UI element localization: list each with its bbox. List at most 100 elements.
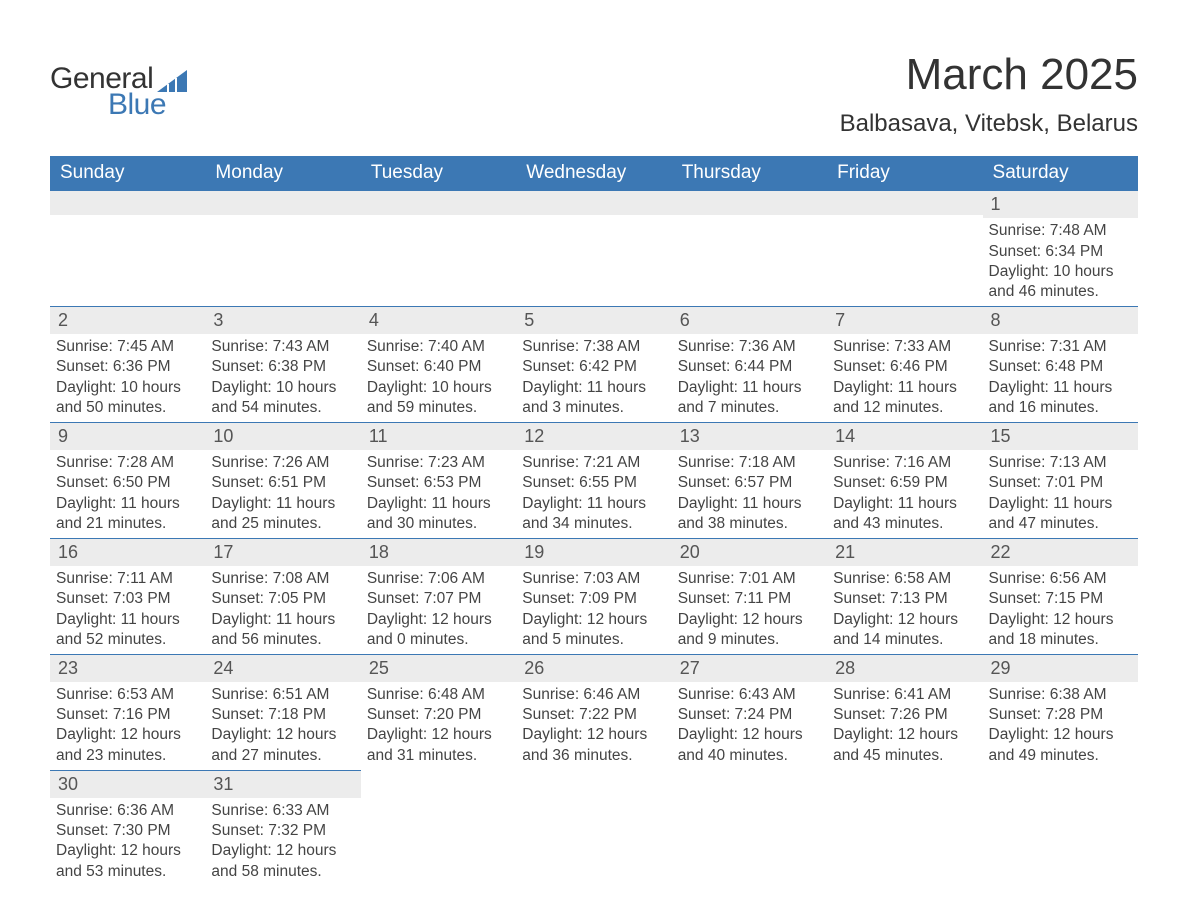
sunrise-text: Sunrise: 7:08 AM bbox=[211, 569, 354, 589]
sunrise-text: Sunrise: 6:53 AM bbox=[56, 685, 199, 705]
sunset-text: Sunset: 7:20 PM bbox=[367, 705, 510, 725]
day-number: 30 bbox=[50, 771, 205, 798]
weekday-header-row: Sunday Monday Tuesday Wednesday Thursday… bbox=[50, 156, 1138, 191]
daylight-text: Daylight: 11 hours and 21 minutes. bbox=[56, 494, 199, 534]
day-details: Sunrise: 6:56 AMSunset: 7:15 PMDaylight:… bbox=[983, 566, 1138, 654]
weekday-header: Saturday bbox=[983, 156, 1138, 191]
sunrise-text: Sunrise: 7:01 AM bbox=[678, 569, 821, 589]
calendar-day-cell: 26Sunrise: 6:46 AMSunset: 7:22 PMDayligh… bbox=[516, 654, 671, 770]
sunrise-text: Sunrise: 7:06 AM bbox=[367, 569, 510, 589]
day-details: Sunrise: 7:48 AMSunset: 6:34 PMDaylight:… bbox=[983, 218, 1138, 306]
day-number: 4 bbox=[361, 307, 516, 334]
day-details: Sunrise: 7:01 AMSunset: 7:11 PMDaylight:… bbox=[672, 566, 827, 654]
daylight-text: Daylight: 12 hours and 58 minutes. bbox=[211, 841, 354, 881]
title-block: March 2025 Balbasava, Vitebsk, Belarus bbox=[840, 28, 1138, 138]
sunrise-text: Sunrise: 7:23 AM bbox=[367, 453, 510, 473]
calendar-day-cell bbox=[50, 191, 205, 307]
sunrise-text: Sunrise: 7:26 AM bbox=[211, 453, 354, 473]
day-details: Sunrise: 7:38 AMSunset: 6:42 PMDaylight:… bbox=[516, 334, 671, 422]
sunset-text: Sunset: 7:13 PM bbox=[833, 589, 976, 609]
day-details: Sunrise: 6:43 AMSunset: 7:24 PMDaylight:… bbox=[672, 682, 827, 770]
calendar-day-cell bbox=[983, 770, 1138, 885]
daylight-text: Daylight: 12 hours and 27 minutes. bbox=[211, 725, 354, 765]
sunset-text: Sunset: 6:44 PM bbox=[678, 357, 821, 377]
sunset-text: Sunset: 6:50 PM bbox=[56, 473, 199, 493]
day-details: Sunrise: 7:11 AMSunset: 7:03 PMDaylight:… bbox=[50, 566, 205, 654]
day-details: Sunrise: 7:31 AMSunset: 6:48 PMDaylight:… bbox=[983, 334, 1138, 422]
daylight-text: Daylight: 12 hours and 23 minutes. bbox=[56, 725, 199, 765]
daylight-text: Daylight: 11 hours and 43 minutes. bbox=[833, 494, 976, 534]
calendar-day-cell: 29Sunrise: 6:38 AMSunset: 7:28 PMDayligh… bbox=[983, 654, 1138, 770]
day-number: 18 bbox=[361, 539, 516, 566]
daylight-text: Daylight: 12 hours and 45 minutes. bbox=[833, 725, 976, 765]
calendar-day-cell: 4Sunrise: 7:40 AMSunset: 6:40 PMDaylight… bbox=[361, 306, 516, 422]
day-details: Sunrise: 7:43 AMSunset: 6:38 PMDaylight:… bbox=[205, 334, 360, 422]
calendar-day-cell: 30Sunrise: 6:36 AMSunset: 7:30 PMDayligh… bbox=[50, 770, 205, 885]
sunset-text: Sunset: 7:22 PM bbox=[522, 705, 665, 725]
calendar-day-cell: 8Sunrise: 7:31 AMSunset: 6:48 PMDaylight… bbox=[983, 306, 1138, 422]
sunrise-text: Sunrise: 6:36 AM bbox=[56, 801, 199, 821]
sunrise-text: Sunrise: 7:28 AM bbox=[56, 453, 199, 473]
day-body-empty bbox=[205, 215, 360, 275]
calendar-day-cell bbox=[361, 191, 516, 307]
sunset-text: Sunset: 7:05 PM bbox=[211, 589, 354, 609]
weekday-header: Friday bbox=[827, 156, 982, 191]
day-details: Sunrise: 6:53 AMSunset: 7:16 PMDaylight:… bbox=[50, 682, 205, 770]
calendar-day-cell: 10Sunrise: 7:26 AMSunset: 6:51 PMDayligh… bbox=[205, 422, 360, 538]
daylight-text: Daylight: 10 hours and 50 minutes. bbox=[56, 378, 199, 418]
calendar-day-cell: 17Sunrise: 7:08 AMSunset: 7:05 PMDayligh… bbox=[205, 538, 360, 654]
brand-logo: General Blue bbox=[50, 62, 187, 122]
day-details: Sunrise: 6:51 AMSunset: 7:18 PMDaylight:… bbox=[205, 682, 360, 770]
daylight-text: Daylight: 11 hours and 7 minutes. bbox=[678, 378, 821, 418]
page-header: General Blue March 2025 Balbasava, Viteb… bbox=[50, 28, 1138, 138]
sunset-text: Sunset: 6:40 PM bbox=[367, 357, 510, 377]
day-number: 19 bbox=[516, 539, 671, 566]
sunrise-text: Sunrise: 7:43 AM bbox=[211, 337, 354, 357]
day-details: Sunrise: 7:26 AMSunset: 6:51 PMDaylight:… bbox=[205, 450, 360, 538]
calendar-day-cell: 31Sunrise: 6:33 AMSunset: 7:32 PMDayligh… bbox=[205, 770, 360, 885]
sunset-text: Sunset: 7:18 PM bbox=[211, 705, 354, 725]
day-number: 9 bbox=[50, 423, 205, 450]
day-details: Sunrise: 7:08 AMSunset: 7:05 PMDaylight:… bbox=[205, 566, 360, 654]
daylight-text: Daylight: 11 hours and 56 minutes. bbox=[211, 610, 354, 650]
sunset-text: Sunset: 7:07 PM bbox=[367, 589, 510, 609]
day-number-empty bbox=[205, 191, 360, 215]
calendar-day-cell: 16Sunrise: 7:11 AMSunset: 7:03 PMDayligh… bbox=[50, 538, 205, 654]
day-number: 5 bbox=[516, 307, 671, 334]
sunset-text: Sunset: 6:57 PM bbox=[678, 473, 821, 493]
calendar-week-row: 30Sunrise: 6:36 AMSunset: 7:30 PMDayligh… bbox=[50, 770, 1138, 885]
sunrise-text: Sunrise: 6:56 AM bbox=[989, 569, 1132, 589]
day-details: Sunrise: 6:36 AMSunset: 7:30 PMDaylight:… bbox=[50, 798, 205, 886]
month-title: March 2025 bbox=[840, 50, 1138, 100]
daylight-text: Daylight: 11 hours and 52 minutes. bbox=[56, 610, 199, 650]
calendar-day-cell: 9 Sunrise: 7:28 AMSunset: 6:50 PMDaylight… bbox=[50, 422, 205, 538]
calendar-day-cell: 13Sunrise: 7:18 AMSunset: 6:57 PMDayligh… bbox=[672, 422, 827, 538]
day-details: Sunrise: 7:13 AMSunset: 7:01 PMDaylight:… bbox=[983, 450, 1138, 538]
day-number: 6 bbox=[672, 307, 827, 334]
day-details: Sunrise: 7:06 AMSunset: 7:07 PMDaylight:… bbox=[361, 566, 516, 654]
calendar-day-cell: 18Sunrise: 7:06 AMSunset: 7:07 PMDayligh… bbox=[361, 538, 516, 654]
calendar-week-row: 16Sunrise: 7:11 AMSunset: 7:03 PMDayligh… bbox=[50, 538, 1138, 654]
sunset-text: Sunset: 6:38 PM bbox=[211, 357, 354, 377]
location-subtitle: Balbasava, Vitebsk, Belarus bbox=[840, 110, 1138, 138]
daylight-text: Daylight: 12 hours and 14 minutes. bbox=[833, 610, 976, 650]
sunset-text: Sunset: 7:03 PM bbox=[56, 589, 199, 609]
day-number-empty bbox=[516, 191, 671, 215]
day-details: Sunrise: 6:41 AMSunset: 7:26 PMDaylight:… bbox=[827, 682, 982, 770]
calendar-day-cell: 22Sunrise: 6:56 AMSunset: 7:15 PMDayligh… bbox=[983, 538, 1138, 654]
daylight-text: Daylight: 11 hours and 25 minutes. bbox=[211, 494, 354, 534]
sunset-text: Sunset: 6:53 PM bbox=[367, 473, 510, 493]
day-body-empty bbox=[50, 215, 205, 275]
calendar-week-row: 9Sunrise: 7:28 AMSunset: 6:50 PMDaylight… bbox=[50, 422, 1138, 538]
sunrise-text: Sunrise: 7:33 AM bbox=[833, 337, 976, 357]
daylight-text: Daylight: 10 hours and 46 minutes. bbox=[989, 262, 1132, 302]
day-number: 27 bbox=[672, 655, 827, 682]
calendar-day-cell: 7Sunrise: 7:33 AMSunset: 6:46 PMDaylight… bbox=[827, 306, 982, 422]
day-number: 10 bbox=[205, 423, 360, 450]
daylight-text: Daylight: 10 hours and 54 minutes. bbox=[211, 378, 354, 418]
calendar-day-cell: 20Sunrise: 7:01 AMSunset: 7:11 PMDayligh… bbox=[672, 538, 827, 654]
day-number: 11 bbox=[361, 423, 516, 450]
calendar-day-cell bbox=[205, 191, 360, 307]
sunset-text: Sunset: 7:15 PM bbox=[989, 589, 1132, 609]
sunrise-text: Sunrise: 6:38 AM bbox=[989, 685, 1132, 705]
